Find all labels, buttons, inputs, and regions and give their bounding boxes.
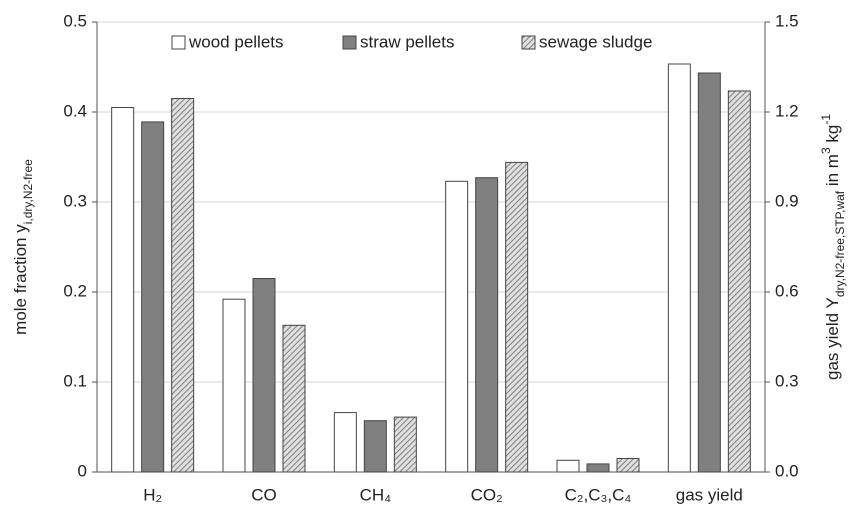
bar: [393, 416, 417, 473]
bar: [363, 420, 387, 473]
bar: [111, 107, 135, 473]
legend-swatch: [521, 35, 536, 50]
x-tick-label: C₂,C₃,C₄: [565, 485, 632, 504]
x-tick-label: CO₂: [471, 485, 503, 504]
bar: [333, 412, 357, 473]
y2-tick-label: 1.5: [775, 11, 799, 30]
y-tick-label: 0.4: [63, 101, 87, 120]
y2-tick-label: 0.6: [775, 281, 799, 300]
y-axis-label: mole fraction yi,dry,N2-free: [11, 159, 35, 335]
x-tick-label: CO: [251, 485, 277, 504]
y-axis-label-part: i,dry,N2-free: [21, 159, 35, 224]
bar: [475, 177, 499, 473]
bar: [697, 72, 721, 473]
bar: [667, 63, 691, 473]
bar: [445, 180, 469, 473]
legend-label: sewage sludge: [539, 32, 652, 51]
y2-tick-label: 1.2: [775, 101, 799, 120]
legend-swatch: [342, 35, 357, 50]
bar: [252, 278, 276, 473]
bar: [141, 121, 165, 473]
legend-label: wood pellets: [188, 32, 284, 51]
y-tick-label: 0: [78, 461, 87, 480]
y-tick-label: 0.2: [63, 281, 87, 300]
y-tick-label: 0.3: [63, 191, 87, 210]
y2-axis-label-part: dry,N2-free,STP,waf: [833, 190, 847, 297]
x-tick-label: gas yield: [676, 485, 743, 504]
y2-axis-label-part: kg: [823, 125, 842, 148]
bar: [556, 459, 580, 473]
y2-axis-label: gas yield Ydry,N2-free,STP,waf in m3 kg-…: [819, 114, 847, 380]
y2-axis-label-part: -1: [819, 114, 833, 125]
y2-axis-label-part: 3: [819, 147, 833, 154]
legend-swatch: [171, 35, 186, 50]
y-tick-label: 0.1: [63, 371, 87, 390]
bar: [282, 324, 306, 473]
y-axis-label-part: mole fraction y: [11, 224, 30, 335]
bar: [171, 98, 195, 473]
y2-tick-label: 0.9: [775, 191, 799, 210]
y2-axis-label-part: gas yield Y: [823, 297, 842, 380]
x-tick-label: H₂: [143, 485, 162, 504]
bar: [222, 298, 246, 473]
bar: [586, 463, 610, 473]
bar: [727, 90, 751, 473]
bar: [616, 458, 640, 473]
y2-tick-label: 0.3: [775, 371, 799, 390]
legend-label: straw pellets: [360, 32, 454, 51]
x-tick-label: CH₄: [360, 485, 392, 504]
y2-axis-label-part: in m: [823, 154, 842, 191]
y-tick-label: 0.5: [63, 11, 87, 30]
bar: [505, 161, 529, 473]
y2-tick-label: 0.0: [775, 461, 799, 480]
